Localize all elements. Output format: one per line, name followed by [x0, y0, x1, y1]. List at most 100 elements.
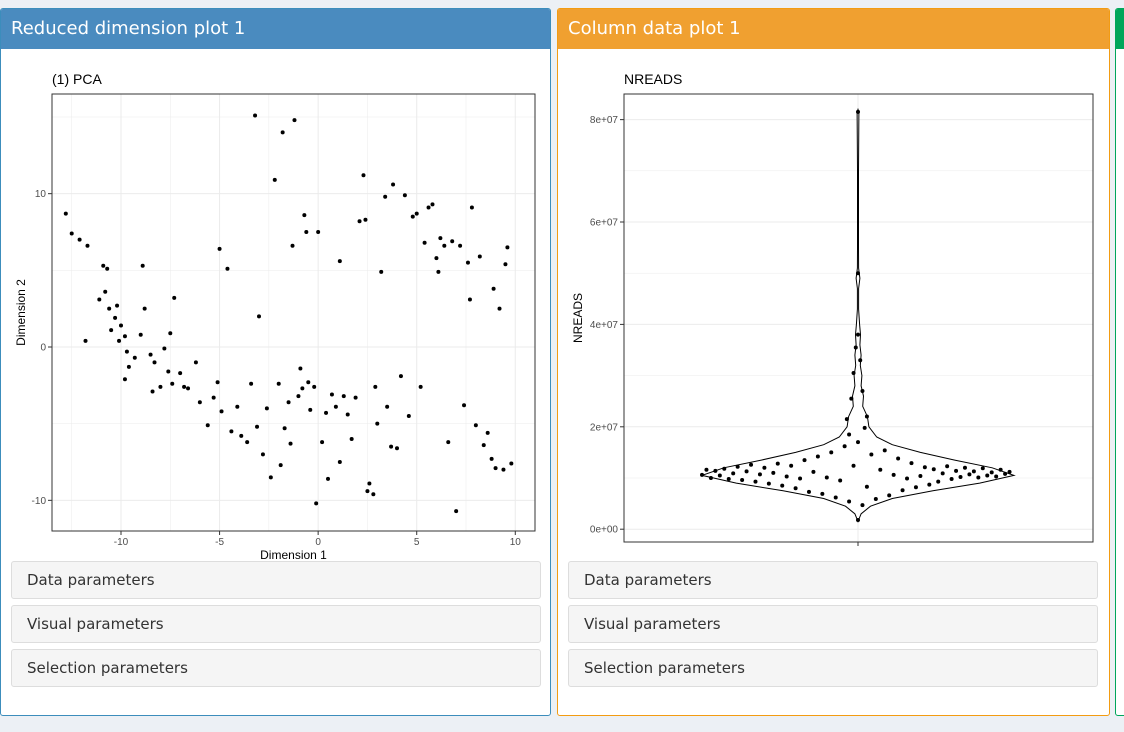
violin-point	[844, 417, 849, 422]
scatter-point	[168, 331, 173, 336]
scatter-point	[434, 256, 439, 261]
violin-point	[735, 464, 740, 469]
violin-point	[891, 472, 896, 477]
chart-title: NREADS	[624, 71, 682, 87]
scatter-point	[124, 349, 129, 354]
scatter-point	[497, 306, 502, 311]
violin-point	[802, 458, 807, 463]
violin-point	[860, 388, 865, 393]
scatter-point	[389, 444, 394, 449]
scatter-point	[465, 260, 470, 265]
scatter-point	[245, 440, 250, 445]
scatter-point	[349, 437, 354, 441]
selection-parameters-accordion[interactable]: Selection parameters	[11, 649, 541, 687]
scatter-point	[257, 314, 261, 319]
violin-point	[945, 464, 950, 469]
scatter-point	[113, 315, 118, 320]
x-tick-label: 5	[414, 537, 420, 548]
violin-point	[856, 440, 860, 445]
data-parameters-accordion[interactable]: Data parameters	[11, 561, 541, 599]
scatter-point	[162, 346, 167, 351]
scatter-point	[345, 412, 350, 417]
scatter-point	[367, 481, 372, 486]
violin-point	[971, 469, 976, 474]
scatter-point	[333, 404, 338, 409]
scatter-point	[126, 364, 131, 369]
scatter-point	[142, 306, 147, 311]
scatter-point	[119, 323, 123, 328]
violin-point	[771, 470, 776, 475]
scatter-point	[503, 262, 508, 267]
scatter-point	[172, 295, 177, 300]
chart-title: (1) PCA	[52, 71, 102, 87]
nreads-violin-plot[interactable]: NREADS 0e+00 2e+07 4e+07 6e+07 8e+07 NREADS	[558, 49, 1109, 569]
violin-point	[922, 465, 927, 470]
scatter-point	[485, 430, 490, 435]
x-tick-label: -5	[215, 537, 224, 548]
scatter-point	[152, 360, 157, 365]
violin-point	[909, 461, 914, 466]
scatter-point	[422, 240, 427, 245]
data-parameters-accordion[interactable]: Data parameters	[568, 561, 1098, 599]
visual-parameters-accordion[interactable]: Visual parameters	[568, 605, 1098, 643]
violin-point	[798, 476, 803, 481]
violin-point	[927, 482, 932, 487]
scatter-point	[353, 395, 358, 400]
scatter-point	[438, 236, 443, 241]
scatter-point	[296, 394, 301, 399]
scatter-point	[107, 306, 112, 311]
scatter-point	[402, 193, 407, 198]
scatter-point	[197, 400, 202, 405]
scatter-point	[316, 230, 321, 234]
scatter-point	[103, 289, 108, 294]
scatter-point	[205, 423, 210, 428]
violin-point	[847, 499, 852, 504]
violin-point	[838, 478, 843, 483]
violin-point	[849, 396, 854, 401]
violin-point	[962, 465, 967, 470]
violin-point	[851, 371, 856, 376]
scatter-point	[302, 213, 307, 218]
violin-point	[740, 478, 745, 483]
scatter-point	[341, 394, 346, 399]
scatter-point	[298, 366, 303, 371]
violin-point	[708, 476, 713, 480]
scatter-point	[406, 414, 411, 418]
violin-point	[1003, 471, 1008, 476]
violin-point	[775, 461, 780, 466]
y-tick-label: 2e+07	[590, 422, 619, 433]
scatter-point	[426, 205, 431, 210]
scatter-point	[109, 328, 114, 333]
visual-parameters-accordion[interactable]: Visual parameters	[11, 605, 541, 643]
scatter-point	[229, 429, 234, 434]
scatter-point	[148, 352, 153, 357]
scatter-point	[436, 269, 441, 274]
scatter-point	[255, 424, 260, 429]
violin-point	[704, 467, 709, 472]
scatter-point	[454, 509, 459, 514]
violin-shape	[700, 107, 1016, 523]
scatter-point	[385, 404, 390, 409]
violin-point	[762, 465, 767, 470]
violin-point	[851, 463, 856, 468]
violin-point	[856, 332, 860, 337]
plot-border	[51, 93, 536, 532]
scatter-point	[239, 433, 244, 438]
violin-point	[811, 469, 816, 474]
scatter-point	[290, 243, 295, 248]
scatter-point	[122, 377, 127, 382]
scatter-point	[217, 246, 222, 251]
scatter-point	[450, 239, 455, 244]
violin-point	[905, 476, 910, 481]
selection-parameters-accordion[interactable]: Selection parameters	[568, 649, 1098, 687]
violin-point	[900, 488, 905, 493]
scatter-point	[509, 461, 514, 466]
violin-point	[887, 493, 892, 498]
pca-scatter-plot[interactable]: (1) PCA -10 -5 0 5 10 -10 0 10 Dimension 1 Dimensi…	[1, 49, 550, 569]
scatter-point	[211, 395, 216, 400]
scatter-point	[314, 501, 319, 506]
scatter-point	[357, 219, 362, 224]
violin-point	[940, 471, 945, 476]
scatter-point	[365, 489, 370, 494]
y-tick-label: 0e+00	[590, 525, 619, 536]
